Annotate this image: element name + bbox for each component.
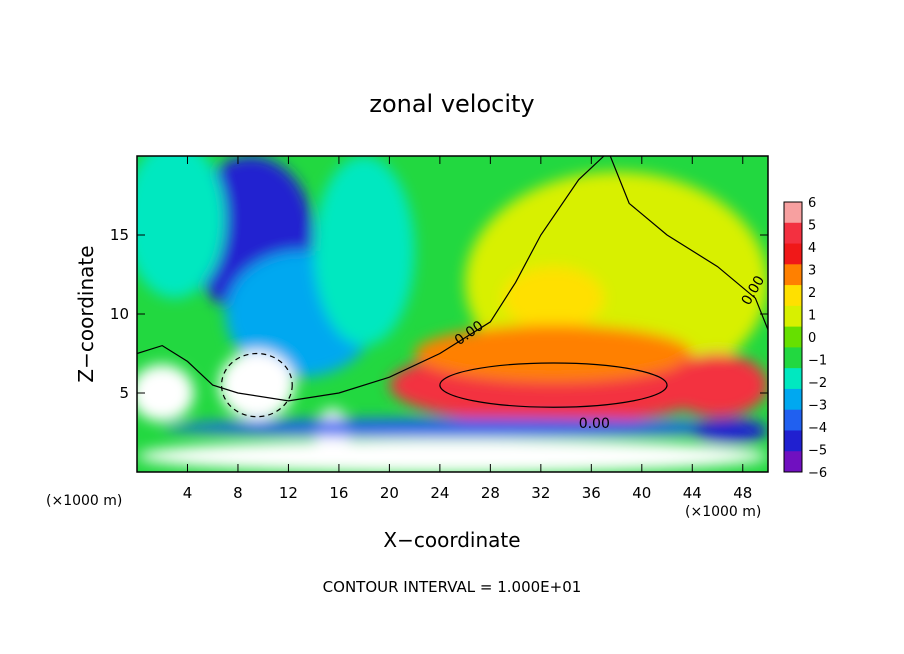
colorbar-swatch xyxy=(784,243,802,265)
zero-contour-right xyxy=(609,156,768,331)
contour-label-1: 0.00 xyxy=(579,416,610,432)
colorbar-swatch xyxy=(784,202,802,224)
colorbar-tick-label: −5 xyxy=(808,444,827,459)
colorbar-swatch xyxy=(784,305,802,328)
colorbar-tick-label: −3 xyxy=(808,399,827,414)
x-tick-label: 28 xyxy=(481,484,500,502)
y-axis: 5 10 15 xyxy=(110,226,768,402)
colorbar-tick-label: 3 xyxy=(808,264,816,279)
field-region-15 xyxy=(137,438,768,472)
colorbar-tick-label: −6 xyxy=(808,466,827,481)
x-tick-label: 8 xyxy=(233,484,243,502)
zero-contour-left xyxy=(137,156,605,402)
colorbar-swatch xyxy=(784,430,802,452)
field-region-13 xyxy=(162,418,768,438)
y-axis-label: Z−coordinate xyxy=(74,245,98,382)
field-region-10 xyxy=(219,350,295,420)
contour-interval-footer: CONTOUR INTERVAL = 1.000E+01 xyxy=(323,578,582,596)
x-tick-label: 4 xyxy=(183,484,193,502)
colorbar-swatch xyxy=(784,326,802,348)
field-region-14 xyxy=(692,418,768,444)
colorbar-tick-label: −2 xyxy=(808,376,827,391)
x-axis: 4 8 12 16 20 24 28 32 36 40 44 48 xyxy=(183,156,752,502)
colorbar-tick-label: 6 xyxy=(808,196,816,211)
field-region-9 xyxy=(667,353,768,417)
colorbar-tick-label: 2 xyxy=(808,286,816,301)
colorbar-swatch xyxy=(784,368,802,390)
colorbar-swatch xyxy=(784,222,802,245)
colorbar: 6 5 4 3 2 1 0 −1 −2 −3 −4 −5 −6 xyxy=(783,196,827,481)
colorbar-tick-label: −1 xyxy=(808,354,827,369)
positive-contour xyxy=(439,362,668,408)
colorbar-swatch xyxy=(784,264,802,286)
velocity-field xyxy=(137,156,768,472)
x-tick-label: 16 xyxy=(329,484,348,502)
x-axis-unit-right: (×1000 m) xyxy=(685,504,761,520)
colorbar-swatch xyxy=(784,285,802,307)
colorbar-tick-label: 1 xyxy=(808,309,816,324)
x-tick-label: 48 xyxy=(733,484,752,502)
x-tick-label: 32 xyxy=(531,484,550,502)
y-tick-label: 5 xyxy=(119,384,129,402)
negative-contour xyxy=(220,352,293,418)
colorbar-swatch xyxy=(784,409,802,431)
colorbar-swatch xyxy=(784,388,802,411)
colorbar-swatch xyxy=(784,347,802,369)
x-tick-label: 36 xyxy=(582,484,601,502)
field-region-3 xyxy=(137,156,226,299)
field-region-4 xyxy=(313,156,415,346)
y-tick-label: 10 xyxy=(110,305,129,323)
field-region-11 xyxy=(137,364,194,422)
chart-title: zonal velocity xyxy=(369,90,534,118)
colorbar-tick-label: −4 xyxy=(808,421,827,436)
x-tick-label: 12 xyxy=(279,484,298,502)
x-tick-label: 20 xyxy=(380,484,399,502)
x-axis-unit-left: (×1000 m) xyxy=(46,493,122,509)
x-tick-label: 24 xyxy=(430,484,449,502)
colorbar-tick-label: 0 xyxy=(808,331,816,346)
colorbar-swatch xyxy=(784,451,802,473)
x-tick-label: 40 xyxy=(632,484,651,502)
field-region-6 xyxy=(502,266,604,330)
colorbar-tick-label: 4 xyxy=(808,241,816,256)
y-tick-label: 15 xyxy=(110,226,129,244)
colorbar-frame xyxy=(783,201,803,473)
colorbar-tick-label: 5 xyxy=(808,219,816,234)
x-tick-label: 44 xyxy=(683,484,702,502)
x-axis-label: X−coordinate xyxy=(383,528,520,552)
